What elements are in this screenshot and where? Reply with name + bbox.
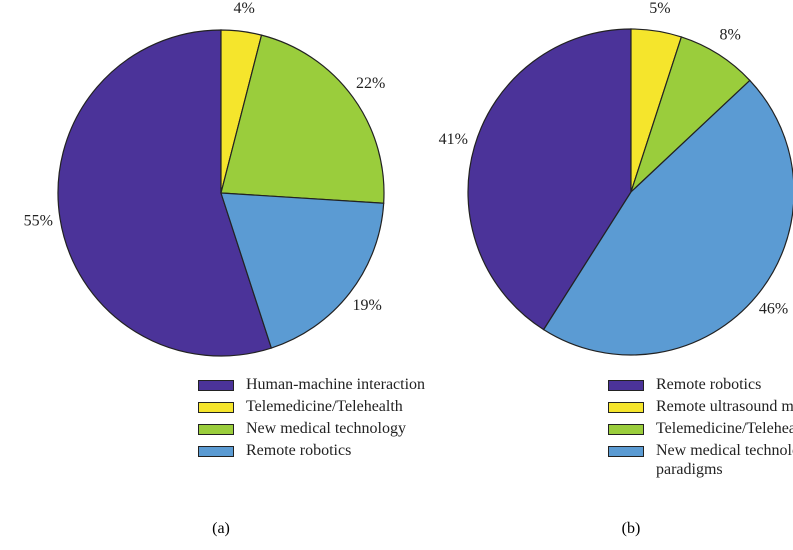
slice-label: 46% [759,301,788,318]
legend-item: Human-machine interaction [198,375,438,394]
legend-item: New medical technological paradigms [608,441,793,479]
pie-slice [220,34,385,204]
legend-swatch [608,380,644,391]
legend-item: New medical technology [198,419,438,438]
legend-label: Telemedicine/Telehealth [246,398,403,415]
legend-swatch [198,402,234,413]
legend-swatch [198,380,234,391]
legend-swatch [608,424,644,435]
slice-label: 4% [234,0,255,17]
legend-item: Telemedicine/Telehealth [198,397,438,416]
pie-slice [542,79,793,356]
legend-label: Remote ultrasound medicine [656,398,793,415]
legend-label: Remote robotics [246,442,352,459]
legend-label: Remote robotics [656,376,762,393]
pie-slice [220,192,385,349]
legend-swatch [608,446,644,457]
legend-swatch [198,446,234,457]
legend-label: New medical technological paradigms [656,442,793,478]
legend-label: Telemedicine/Telehealth [656,420,793,437]
legend-swatch [198,424,234,435]
slice-label: 41% [439,131,468,148]
legend-label: Human-machine interaction [246,376,426,393]
legend-item: Remote ultrasound medicine [608,397,793,416]
legend-item: Telemedicine/Telehealth [608,419,793,438]
pie-slice [57,29,273,357]
pie-slice [467,28,632,331]
legend: Remote robotics Remote ultrasound medicin… [608,375,793,482]
legend-item: Remote robotics [608,375,793,394]
legend-item: Remote robotics [198,441,438,460]
caption: (a) [212,520,230,537]
slice-label: 19% [353,297,382,314]
legend-label: New medical technology [246,420,406,437]
slice-label: 8% [719,26,740,43]
slice-label: 5% [649,0,670,17]
caption: (b) [621,520,641,537]
legend: Human-machine interaction Telemedicine/Te… [198,375,438,463]
legend-swatch [608,402,644,413]
slice-label: 55% [24,213,53,230]
slice-label: 22% [356,75,385,92]
